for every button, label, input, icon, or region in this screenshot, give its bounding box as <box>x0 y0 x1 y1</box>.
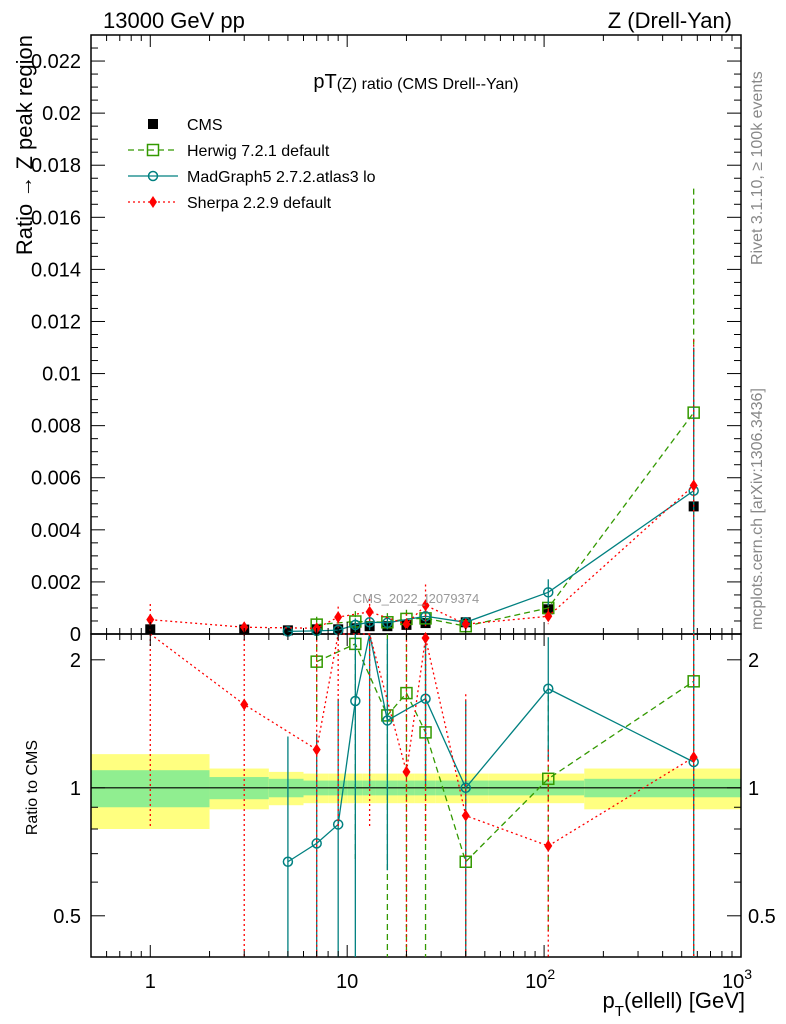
sherpa-ratio-point <box>240 698 249 711</box>
y-tick-label: 0.014 <box>31 259 81 281</box>
ratio-tick-label-left: 0.5 <box>53 906 81 928</box>
herwig-ratio-line <box>316 643 695 863</box>
x-tick-label: 102 <box>525 966 555 993</box>
sherpa-ratio-point <box>544 839 553 852</box>
main-panel-data <box>145 188 700 637</box>
ratio-tick-label-left: 2 <box>70 650 81 672</box>
sherpa-main-point <box>402 618 411 631</box>
y-tick-label: 0.018 <box>31 155 81 177</box>
sherpa-main-point <box>146 613 155 626</box>
madgraph5-ratio-point <box>382 715 393 726</box>
y-tick-label: 0.012 <box>31 311 81 333</box>
sherpa-ratio-point <box>689 751 698 764</box>
madgraph5-ratio-point <box>543 683 554 694</box>
madgraph5-ratio-point <box>350 695 361 707</box>
header-left: 13000 GeV pp <box>103 8 245 33</box>
sherpa-main-point <box>334 611 343 624</box>
y-tick-label: 0.002 <box>31 572 81 594</box>
herwig-ratio-point <box>542 772 555 786</box>
sherpa-ratio-point <box>402 765 411 778</box>
ratio-tick-label-right: 2 <box>748 650 759 672</box>
legend-label-madgraph5: MadGraph5 2.7.2.atlas3 lo <box>187 169 376 186</box>
ratio-frame <box>90 633 742 958</box>
legend-label-herwig: Herwig 7.2.1 default <box>187 143 330 160</box>
x-tick-label: 1 <box>145 971 156 993</box>
madgraph5-ratio-point <box>282 856 294 868</box>
x-axis-label: pT(ellell) [GeV] <box>603 988 745 1020</box>
legend-marker-madgraph5 <box>147 170 159 182</box>
sherpa-ratio-point <box>461 809 470 822</box>
header-right: Z (Drell-Yan) <box>608 8 732 33</box>
ratio-y-axis-label: Ratio to CMS <box>24 740 41 835</box>
legend-label-sherpa: Sherpa 2.2.9 default <box>187 195 332 212</box>
y-axis-label: Ratio → Z peak region <box>12 35 37 255</box>
y-tick-label: 0.01 <box>42 364 81 386</box>
rivet-label: Rivet 3.1.10, ≥ 100k events <box>749 71 766 265</box>
ratio-tick-label-right: 0.5 <box>748 906 776 928</box>
madgraph5-ratio-point <box>460 782 471 794</box>
sherpa-main-point <box>421 599 430 612</box>
madgraph5-ratio-point <box>311 838 322 849</box>
axis-ticks: 1 10 102 103 0 0.002 0.004 0.006 0.008 0.01 0.012 0… <box>31 34 776 993</box>
y-tick-label: 0.022 <box>31 51 81 73</box>
madgraph5-main-point <box>543 587 554 598</box>
ratio-tick-label-left: 1 <box>70 778 81 800</box>
x-tick-label: 10 <box>336 971 358 993</box>
sherpa-main-point <box>461 618 470 631</box>
sherpa-main-point <box>689 479 698 492</box>
y-tick-label: 0.004 <box>31 520 81 542</box>
madgraph5-main-point <box>350 619 361 631</box>
analysis-watermark: CMS_2022_I2079374 <box>353 591 480 606</box>
y-tick-label: 0.02 <box>42 103 81 125</box>
sherpa-ratio-point <box>421 632 430 645</box>
legend-marker-sherpa <box>149 196 157 208</box>
herwig-ratio-point <box>400 686 413 700</box>
legend-label-cms: CMS <box>187 117 223 134</box>
mcplots-label: mcplots.cern.ch [arXiv:1306.3436] <box>749 388 766 630</box>
sherpa-ratio-line <box>149 633 695 847</box>
legend-marker-herwig <box>146 143 160 157</box>
sherpa-main-point <box>240 621 249 634</box>
y-tick-label: 0 <box>70 624 81 646</box>
madgraph5-ratio-line <box>287 633 694 863</box>
ratio-panel-data <box>149 632 700 957</box>
band-inner <box>91 770 210 808</box>
y-tick-label: 0.016 <box>31 207 81 229</box>
sherpa-main-point <box>365 605 374 618</box>
legend: CMS Herwig 7.2.1 default MadGraph5 2.7.2.a… <box>128 117 376 212</box>
x-tick-label: 103 <box>722 966 752 993</box>
y-tick-label: 0.006 <box>31 468 81 490</box>
legend-marker-cms <box>148 119 158 129</box>
reference-bands <box>91 754 741 830</box>
y-tick-label: 0.008 <box>31 416 81 438</box>
sherpa-main-line <box>150 485 695 629</box>
sherpa-main-point <box>544 610 553 623</box>
madgraph5-main-line <box>287 490 695 633</box>
sherpa-ratio-point <box>312 743 321 756</box>
ratio-tick-label-right: 1 <box>748 778 759 800</box>
chart-title: pT(Z) ratio (CMS Drell--Yan) <box>313 71 518 93</box>
